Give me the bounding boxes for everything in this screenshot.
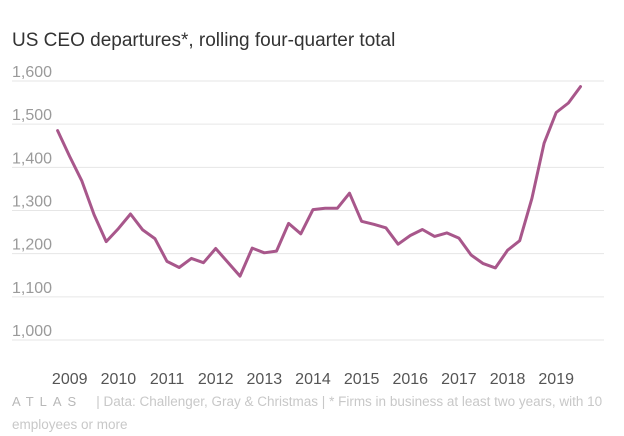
y-tick-label: 1,300	[12, 194, 52, 211]
x-tick-label: 2010	[101, 371, 137, 388]
series-layer	[57, 87, 580, 277]
y-tick-label: 1,100	[12, 280, 52, 297]
x-tick-label: 2015	[344, 371, 380, 388]
x-tick-label: 2018	[490, 371, 526, 388]
y-tick-label: 1,000	[12, 323, 52, 340]
x-tick-label: 2017	[441, 371, 477, 388]
x-axis-ticks: 2009 2010 2011 2012 2013 2014 2015 2016 2017 2018…	[52, 371, 574, 388]
chart-footer: ATLAS| Data: Challenger, Gray & Christma…	[12, 390, 612, 436]
y-tick-label: 1,500	[12, 107, 52, 124]
y-tick-label: 1,400	[12, 150, 52, 167]
x-tick-label: 2011	[150, 371, 185, 388]
x-tick-label: 2014	[295, 371, 331, 388]
series-line	[58, 87, 581, 277]
y-tick-label: 1,200	[12, 237, 52, 254]
y-axis-ticks: 1,000 1,100 1,200 1,300 1,400 1,500 1,600	[12, 64, 52, 340]
gridlines	[12, 81, 604, 340]
x-tick-label: 2013	[247, 371, 283, 388]
atlas-logo: ATLAS	[12, 394, 82, 409]
x-tick-label: 2016	[392, 371, 428, 388]
x-tick-label: 2012	[198, 371, 234, 388]
x-tick-label: 2009	[52, 371, 88, 388]
y-tick-label: 1,600	[12, 64, 52, 81]
source-note: | Data: Challenger, Gray & Christmas | *…	[12, 394, 602, 432]
x-tick-label: 2019	[538, 371, 574, 388]
